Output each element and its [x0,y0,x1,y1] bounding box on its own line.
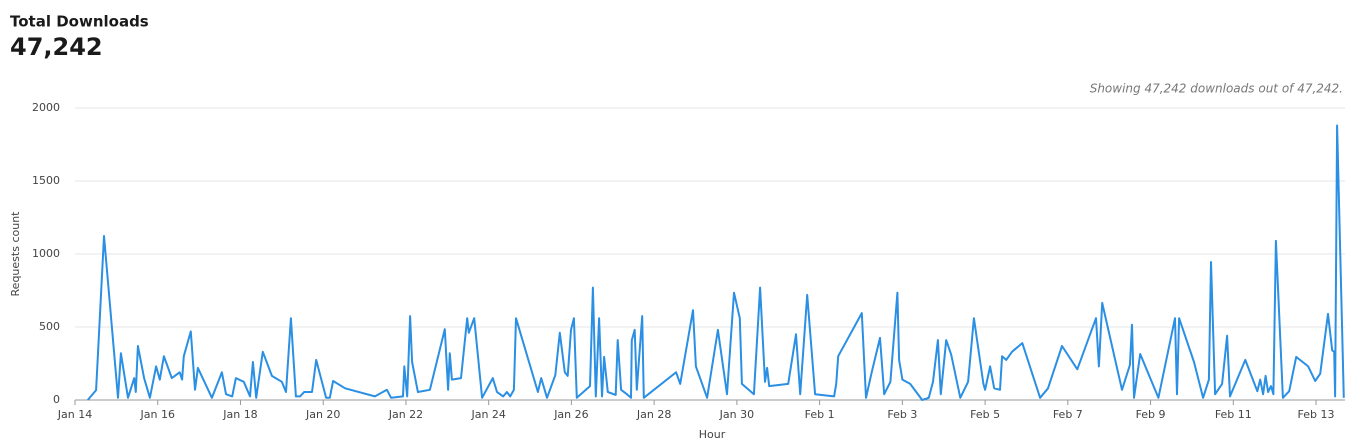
y-tick-label: 500 [39,320,60,333]
x-tick-label: Jan 18 [222,408,257,421]
x-tick-label: Feb 5 [970,408,1000,421]
total: 47,242 [10,33,103,61]
title: Total Downloads [10,13,149,31]
y-tick-label: 1000 [32,247,60,260]
x-tick-label: Jan 26 [553,408,588,421]
y-tick-label: 0 [53,393,60,406]
x-tick-label: Jan 14 [57,408,92,421]
line [87,124,1345,401]
y-tick-label: 1500 [32,174,60,187]
y-axis-label: Requests count [9,211,22,297]
x-axis-label: Hour [699,428,726,441]
x-tick-label: Feb 3 [887,408,917,421]
x-tick-label: Jan 20 [305,408,340,421]
x-tick-label: Jan 28 [636,408,671,421]
y-tick-label: 2000 [32,101,60,114]
x-tick-label: Jan 24 [470,408,505,421]
x-tick-label: Feb 7 [1053,408,1083,421]
x-tick-label: Jan 16 [140,408,175,421]
x-tick-label: Jan 30 [719,408,754,421]
x-tick-label: Feb 13 [1298,408,1335,421]
x-tick-label: Feb 1 [805,408,835,421]
x-tick-label: Jan 22 [388,408,423,421]
x-tick-label: Feb 11 [1215,408,1252,421]
x-tick-label: Feb 9 [1136,408,1166,421]
annotation: Showing 47,242 downloads out of 47,242. [1090,82,1343,96]
